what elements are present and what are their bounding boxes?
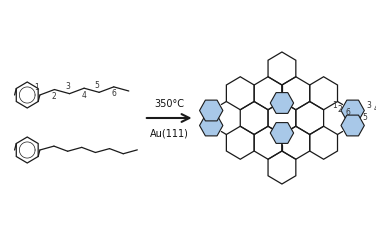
Text: 5: 5 bbox=[363, 114, 368, 122]
Polygon shape bbox=[270, 123, 294, 143]
Text: Au(111): Au(111) bbox=[150, 129, 189, 139]
Polygon shape bbox=[341, 100, 364, 121]
Text: 1: 1 bbox=[332, 101, 337, 110]
Text: 6: 6 bbox=[111, 89, 116, 98]
Text: 3: 3 bbox=[367, 101, 371, 110]
Polygon shape bbox=[200, 115, 223, 136]
Polygon shape bbox=[341, 115, 364, 136]
Text: 2: 2 bbox=[337, 105, 342, 114]
Text: 2: 2 bbox=[51, 92, 56, 101]
Polygon shape bbox=[270, 93, 294, 113]
Polygon shape bbox=[200, 100, 223, 121]
Text: 4: 4 bbox=[373, 104, 376, 113]
Text: 350°C: 350°C bbox=[154, 99, 184, 109]
Text: 4: 4 bbox=[82, 91, 86, 100]
Text: 6: 6 bbox=[345, 108, 350, 117]
Text: 1: 1 bbox=[35, 84, 39, 93]
Text: 3: 3 bbox=[65, 82, 70, 91]
Text: 5: 5 bbox=[95, 81, 100, 90]
